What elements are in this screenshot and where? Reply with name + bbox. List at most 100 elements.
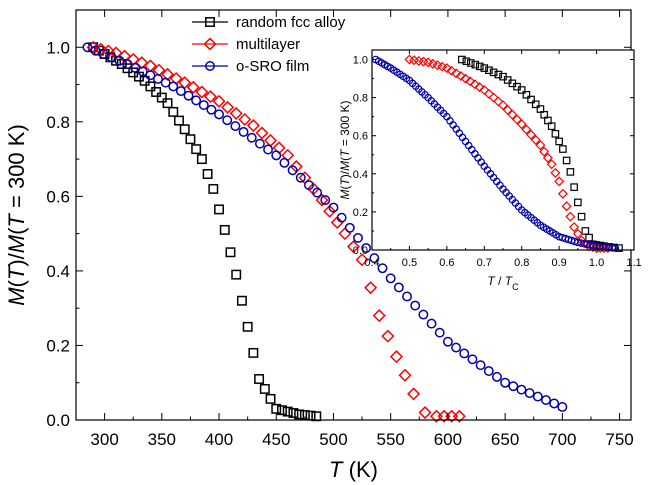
main-x-tick-label: 750	[605, 430, 633, 449]
main-x-tick-label: 450	[262, 430, 290, 449]
inset-point	[539, 146, 550, 157]
inset-point	[451, 68, 462, 79]
main-point	[248, 347, 259, 358]
inset-point	[517, 86, 526, 94]
main-point	[114, 55, 125, 66]
inset-point	[535, 140, 546, 151]
main-point	[369, 253, 380, 264]
inset-point	[559, 145, 567, 153]
legend-item: o-SRO film	[192, 58, 309, 75]
main-point	[265, 393, 276, 404]
inset-x-tick-label: 0.6	[439, 257, 454, 269]
main-point	[219, 224, 230, 235]
main-y-tick-label: 0.2	[46, 336, 70, 355]
main-point	[364, 281, 378, 295]
main-point	[282, 406, 293, 417]
legend: random fcc alloy multilayer o-SRO film	[192, 14, 346, 75]
main-point	[122, 59, 133, 69]
main-point	[442, 336, 453, 347]
inset-point	[574, 198, 582, 207]
inset-point	[479, 84, 490, 96]
inset-point	[488, 92, 499, 103]
main-point	[524, 388, 535, 399]
main-point	[186, 80, 200, 94]
inset-point	[542, 152, 553, 163]
inset-point	[441, 63, 452, 74]
inset-point	[469, 79, 480, 90]
main-point	[195, 85, 209, 99]
main-point	[254, 138, 265, 149]
main-point	[287, 165, 298, 176]
main-point	[191, 144, 202, 155]
main-point	[385, 273, 396, 284]
inset-point	[527, 95, 535, 104]
main-x-tick-label: 600	[434, 430, 462, 449]
main-point	[212, 94, 226, 108]
main-point	[294, 409, 305, 420]
main-point	[346, 240, 361, 254]
main-x-tick-label: 400	[205, 430, 233, 449]
main-point	[221, 100, 235, 114]
main-point	[418, 309, 429, 320]
main-point	[153, 74, 163, 84]
main-y-tick-label: 0.0	[46, 411, 70, 430]
main-point	[222, 115, 233, 126]
inset-point	[507, 109, 518, 120]
main-point	[312, 187, 323, 198]
inset-y-tick-label: 0.6	[353, 131, 368, 143]
main-point	[168, 106, 179, 117]
main-point	[174, 115, 184, 126]
main-point	[162, 98, 173, 109]
legend-item: multilayer	[192, 36, 300, 53]
main-y-tick-label: 0.6	[46, 187, 70, 206]
inset-point	[566, 168, 575, 176]
legend-marker	[205, 61, 215, 71]
main-point	[516, 384, 527, 395]
main-point	[126, 52, 140, 66]
inset-point	[475, 62, 484, 71]
inset-point	[467, 59, 475, 67]
inset-point	[489, 68, 498, 77]
inset-x-tick-label: 0.7	[477, 257, 492, 269]
inset-point	[530, 134, 541, 146]
inset-point	[493, 96, 504, 107]
inset-point	[602, 243, 613, 254]
inset-point	[547, 122, 556, 130]
main-point	[338, 227, 352, 241]
main-point	[230, 121, 241, 132]
inset-point	[562, 156, 571, 165]
main-point	[202, 169, 213, 179]
main-point	[434, 327, 445, 338]
inset-point	[554, 176, 565, 187]
main-point	[254, 374, 265, 384]
main-point	[315, 193, 329, 207]
main-point	[304, 180, 314, 191]
inset-point	[446, 65, 457, 76]
main-point	[236, 295, 247, 306]
legend-label: o-SRO film	[236, 58, 309, 75]
main-point	[277, 405, 287, 416]
inset-point	[551, 130, 560, 138]
inset-x-tick-label: 0.9	[551, 257, 566, 269]
main-point	[393, 282, 404, 293]
main-point	[344, 222, 355, 233]
main-point	[452, 409, 466, 423]
main-point	[264, 133, 278, 147]
inset-point	[611, 244, 620, 252]
main-point	[541, 395, 551, 405]
inset-point	[557, 188, 568, 199]
main-point	[475, 360, 486, 371]
main-point	[330, 215, 344, 229]
inset-point	[531, 100, 540, 109]
inset-point	[550, 167, 561, 178]
main-point	[238, 112, 252, 127]
inset-y-axis-title: M(T)/M(T = 300 K)	[338, 100, 352, 199]
legend-label: multilayer	[236, 36, 300, 53]
main-x-tick-label: 650	[491, 430, 519, 449]
main-point	[151, 87, 162, 97]
main-point	[137, 66, 148, 77]
main-point	[238, 126, 249, 137]
main-point	[175, 86, 186, 97]
main-point	[183, 90, 194, 101]
inset-y-tick-label: 0.8	[353, 93, 368, 105]
